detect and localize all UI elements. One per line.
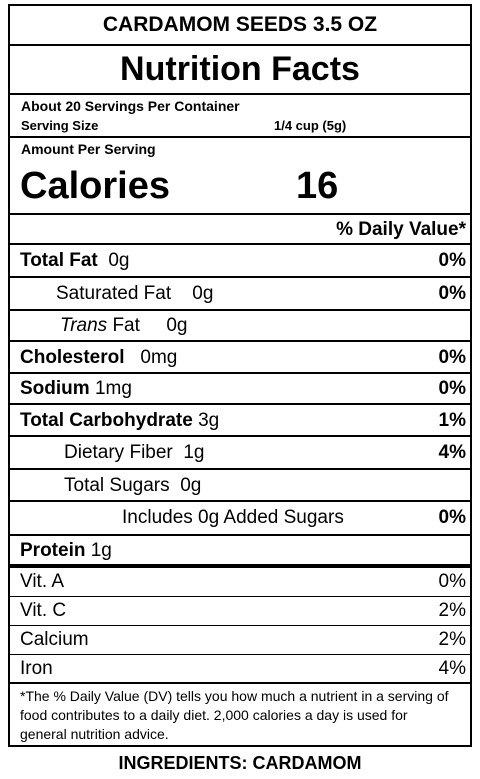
total-fat-label: Total Fat (20, 250, 98, 271)
ingredients: INGREDIENTS: CARDAMOM (118, 753, 362, 773)
dietary-fiber-dv: 4% (438, 442, 466, 463)
cholesterol-amount: 0mg (140, 347, 178, 368)
cholesterol-label: Cholesterol (20, 347, 125, 368)
calories-label: Calories (20, 165, 170, 207)
title-row: Nutrition Facts (10, 46, 470, 95)
saturated-fat-row: Saturated Fat 0g 0% (10, 278, 470, 311)
total-carb-label: Total Carbohydrate (20, 410, 193, 431)
dietary-fiber-text: Dietary Fiber 1g (64, 442, 204, 464)
calories-row: Amount Per Serving Calories 16 (10, 138, 470, 215)
trans-fat-amount: 0g (166, 315, 188, 336)
total-carb-dv: 1% (438, 410, 466, 431)
total-fat-text: Total Fat 0g (20, 250, 129, 272)
dietary-fiber-row: Dietary Fiber 1g 4% (10, 437, 470, 470)
added-sugars-label: Includes 0g Added Sugars (122, 507, 344, 528)
total-carb-amount: 3g (198, 410, 220, 431)
total-sugars-text: Total Sugars 0g (64, 475, 201, 497)
total-fat-row: Total Fat 0g 0% (10, 245, 470, 278)
vitamin-row: Vit. A 0% (10, 568, 470, 597)
trans-fat-italic: Trans (60, 315, 108, 336)
sodium-amount: 1mg (94, 378, 132, 399)
total-sugars-amount: 0g (180, 475, 202, 496)
added-sugars-row: Includes 0g Added Sugars 0% (10, 502, 470, 536)
label-title: Nutrition Facts (120, 50, 360, 88)
cholesterol-text: Cholesterol 0mg (20, 347, 177, 369)
saturated-fat-amount: 0g (192, 283, 214, 304)
saturated-fat-text: Saturated Fat 0g (56, 283, 213, 305)
product-name-row: CARDAMOM SEEDS 3.5 OZ (10, 6, 470, 46)
cholesterol-row: Cholesterol 0mg 0% (10, 342, 470, 374)
servings-per-container: About 20 Servings Per Container (21, 98, 240, 114)
servings-row: About 20 Servings Per Container Serving … (10, 95, 470, 138)
vitamin-dv: 0% (438, 571, 466, 592)
daily-value-header: % Daily Value* (336, 219, 466, 240)
vitamin-label: Calcium (20, 629, 89, 650)
daily-value-header-row: % Daily Value* (10, 215, 470, 245)
sodium-label: Sodium (20, 378, 90, 399)
total-sugars-row: Total Sugars 0g (10, 470, 470, 502)
calories-value: 16 (296, 165, 339, 207)
vitamin-label: Iron (20, 658, 53, 679)
vitamin-row: Vit. C 2% (10, 597, 470, 626)
amount-per-serving: Amount Per Serving (21, 141, 156, 157)
added-sugars-dv: 0% (438, 507, 466, 528)
vitamin-label: Vit. C (20, 600, 67, 621)
sodium-dv: 0% (438, 378, 466, 399)
protein-amount: 1g (90, 540, 112, 561)
protein-label: Protein (20, 540, 86, 561)
vitamin-row: Iron 4% (10, 655, 470, 684)
sodium-text: Sodium 1mg (20, 378, 132, 400)
vitamin-label: Vit. A (20, 571, 65, 592)
footnote: *The % Daily Value (DV) tells you how mu… (20, 688, 449, 742)
dietary-fiber-amount: 1g (183, 442, 205, 463)
dietary-fiber-label: Dietary Fiber (64, 442, 173, 463)
total-sugars-label: Total Sugars (64, 475, 170, 496)
saturated-fat-dv: 0% (438, 283, 466, 304)
vitamin-row: Calcium 2% (10, 626, 470, 655)
nutrition-label: CARDAMOM SEEDS 3.5 OZ Nutrition Facts Ab… (8, 4, 472, 747)
sodium-row: Sodium 1mg 0% (10, 374, 470, 405)
saturated-fat-label: Saturated Fat (56, 283, 172, 304)
total-carb-text: Total Carbohydrate 3g (20, 410, 219, 432)
product-name: CARDAMOM SEEDS 3.5 OZ (102, 13, 378, 36)
serving-size-value: 1/4 cup (5g) (274, 118, 347, 133)
protein-text: Protein 1g (20, 540, 112, 562)
vitamin-dv: 2% (438, 600, 466, 621)
total-fat-dv: 0% (438, 250, 466, 271)
trans-fat-label: Fat (112, 315, 140, 336)
vitamin-dv: 2% (438, 629, 466, 650)
vitamin-dv: 4% (438, 658, 466, 679)
trans-fat-row: Trans Fat 0g (10, 311, 470, 342)
total-carb-row: Total Carbohydrate 3g 1% (10, 405, 470, 437)
total-fat-amount: 0g (108, 250, 130, 271)
footnote-row: *The % Daily Value (DV) tells you how mu… (10, 684, 470, 745)
protein-row: Protein 1g (10, 536, 470, 568)
trans-fat-text: Trans Fat 0g (60, 315, 187, 337)
serving-size-label: Serving Size (21, 118, 99, 133)
cholesterol-dv: 0% (438, 347, 466, 368)
